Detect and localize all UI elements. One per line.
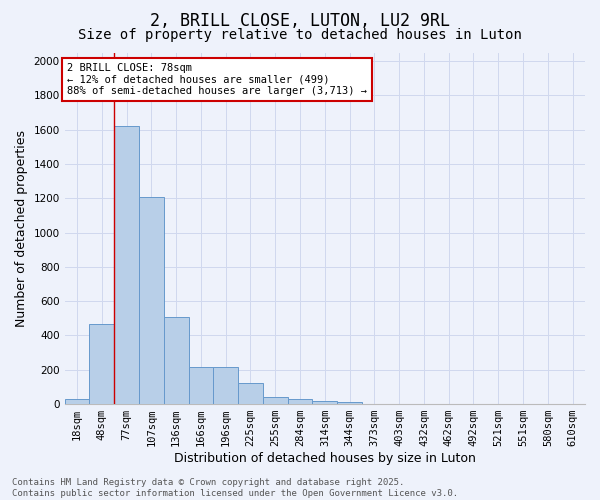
Bar <box>65 399 89 404</box>
Bar <box>164 316 188 404</box>
Text: 2 BRILL CLOSE: 78sqm
← 12% of detached houses are smaller (499)
88% of semi-deta: 2 BRILL CLOSE: 78sqm ← 12% of detached h… <box>67 63 367 96</box>
Bar <box>114 126 139 404</box>
Text: Contains HM Land Registry data © Crown copyright and database right 2025.
Contai: Contains HM Land Registry data © Crown c… <box>12 478 458 498</box>
Bar <box>139 196 164 404</box>
Bar <box>263 397 287 404</box>
Text: Size of property relative to detached houses in Luton: Size of property relative to detached ho… <box>78 28 522 42</box>
X-axis label: Distribution of detached houses by size in Luton: Distribution of detached houses by size … <box>174 452 476 465</box>
Bar <box>238 382 263 404</box>
Bar <box>313 400 337 404</box>
Bar <box>188 367 214 404</box>
Bar <box>89 324 114 404</box>
Bar <box>214 367 238 404</box>
Text: 2, BRILL CLOSE, LUTON, LU2 9RL: 2, BRILL CLOSE, LUTON, LU2 9RL <box>150 12 450 30</box>
Bar <box>287 399 313 404</box>
Y-axis label: Number of detached properties: Number of detached properties <box>15 130 28 327</box>
Bar <box>337 402 362 404</box>
